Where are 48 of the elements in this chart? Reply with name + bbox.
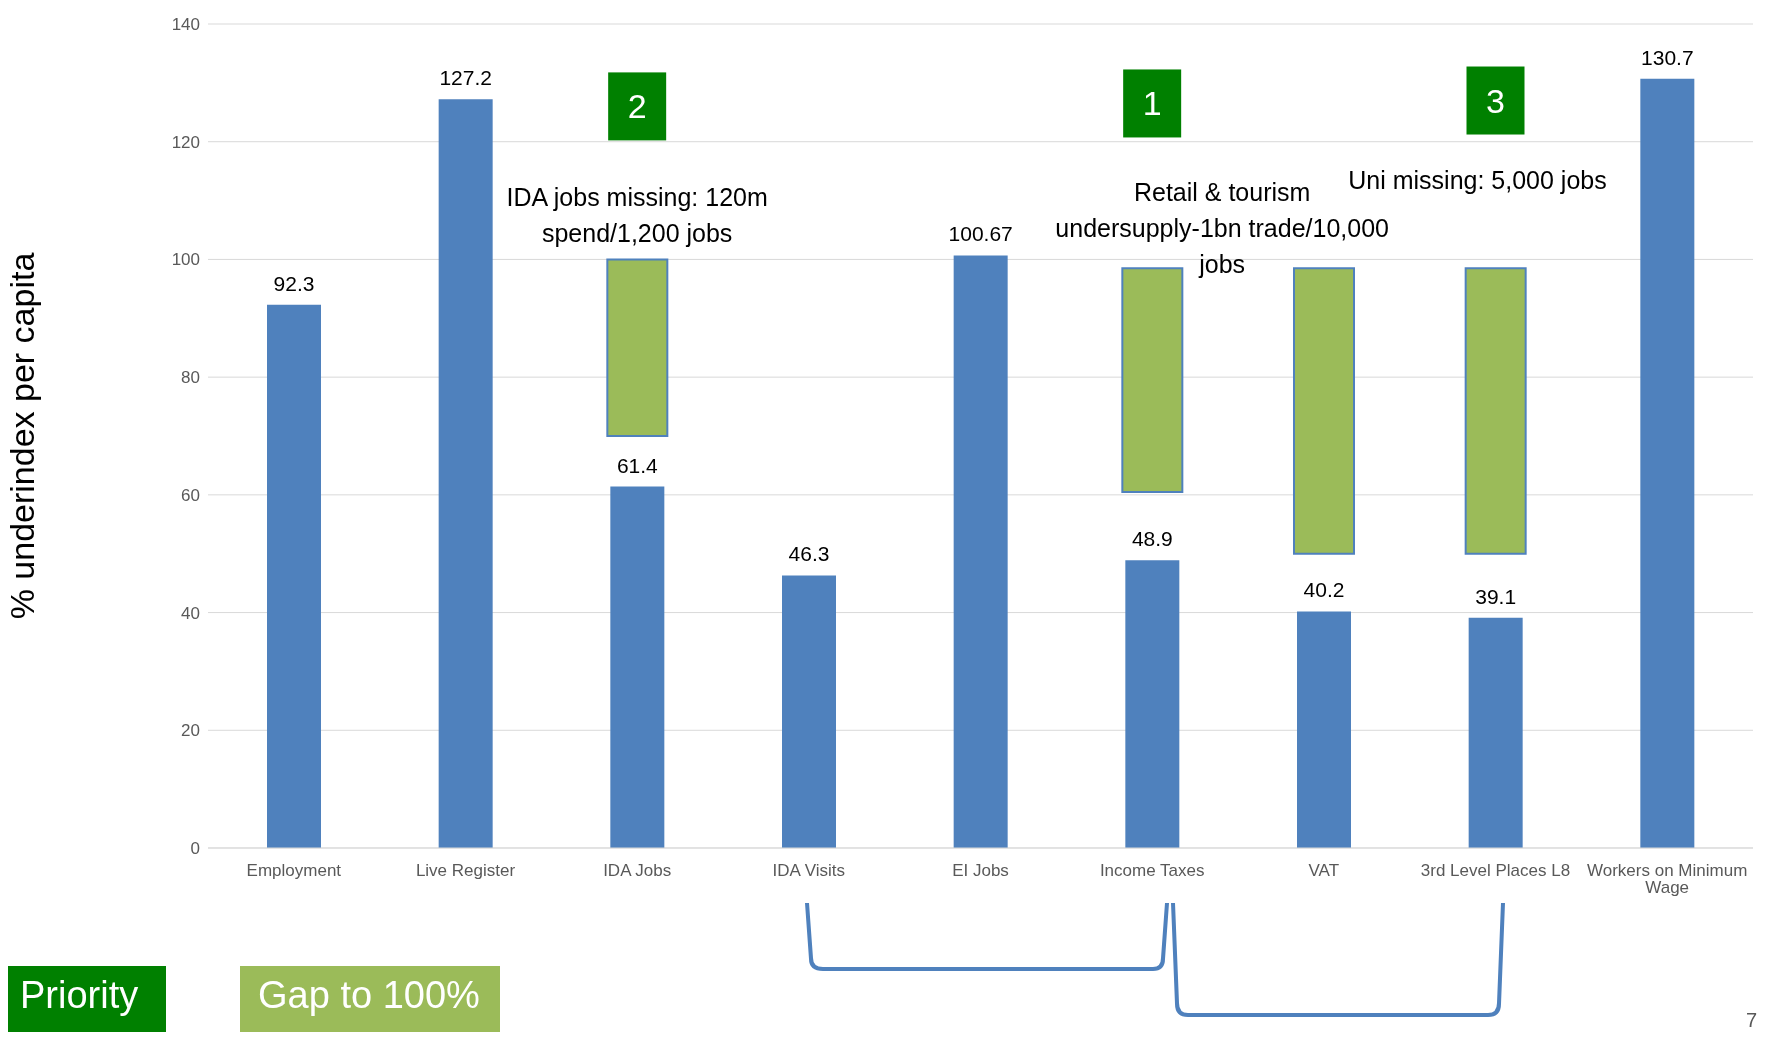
bar bbox=[1125, 560, 1180, 848]
bar bbox=[782, 575, 836, 848]
bar bbox=[1640, 78, 1695, 848]
y-tick-label: 0 bbox=[190, 839, 200, 859]
annotation: Uni missing: 5,000 jobs bbox=[1348, 165, 1607, 194]
x-tick-label: VAT bbox=[1308, 861, 1340, 881]
y-tick-label: 120 bbox=[171, 132, 200, 152]
x-tick-label: EI Jobs bbox=[952, 861, 1009, 881]
bar bbox=[1468, 617, 1523, 848]
x-tick-label: Workers on Minimum Wage bbox=[1587, 861, 1748, 898]
y-axis-title: % underindex per capita bbox=[3, 252, 42, 620]
data-label: 61.4 bbox=[616, 453, 659, 477]
data-label: 40.2 bbox=[1303, 578, 1345, 602]
y-tick-label: 40 bbox=[181, 603, 200, 623]
text: Priority bbox=[8, 966, 166, 1032]
bar bbox=[606, 258, 669, 437]
bar bbox=[1464, 267, 1527, 555]
y-tick-label: 60 bbox=[181, 485, 200, 505]
y-tick-label: 20 bbox=[181, 721, 200, 741]
data-label: 127.2 bbox=[439, 66, 492, 90]
y-tick-label: 140 bbox=[171, 15, 200, 35]
bar bbox=[1297, 611, 1351, 848]
data-label: 100.67 bbox=[948, 222, 1013, 246]
y-tick-label: 100 bbox=[171, 250, 200, 270]
x-tick-label: Employment bbox=[246, 861, 342, 881]
bar bbox=[438, 99, 493, 848]
x-tick-label: IDA Jobs bbox=[603, 861, 672, 881]
x-tick-label: 3rd Level Places L8 bbox=[1420, 861, 1571, 881]
text: 7 bbox=[1745, 1009, 1757, 1032]
annotation: 3 bbox=[1486, 81, 1505, 120]
y-tick-label: 80 bbox=[181, 368, 200, 388]
data-label: 92.3 bbox=[273, 271, 315, 295]
bar bbox=[1121, 267, 1184, 493]
data-label: 130.7 bbox=[1641, 45, 1694, 69]
bar bbox=[267, 304, 321, 848]
bar bbox=[1293, 267, 1355, 555]
annotation: 2 bbox=[627, 87, 647, 126]
x-tick-label: Income Taxes bbox=[1099, 861, 1205, 881]
data-label: 48.9 bbox=[1131, 527, 1173, 551]
x-tick-label: IDA Visits bbox=[772, 861, 846, 881]
text: Gap to 100% bbox=[240, 966, 500, 1032]
annotation: IDA jobs missing: 120m spend/1,200 jobs bbox=[506, 183, 768, 248]
data-label: 39.1 bbox=[1475, 584, 1517, 608]
data-label: 46.3 bbox=[788, 542, 830, 566]
bar bbox=[610, 486, 665, 848]
annotation: 1 bbox=[1142, 84, 1162, 123]
x-tick-label: Live Register bbox=[415, 861, 516, 881]
bar bbox=[953, 255, 1008, 848]
